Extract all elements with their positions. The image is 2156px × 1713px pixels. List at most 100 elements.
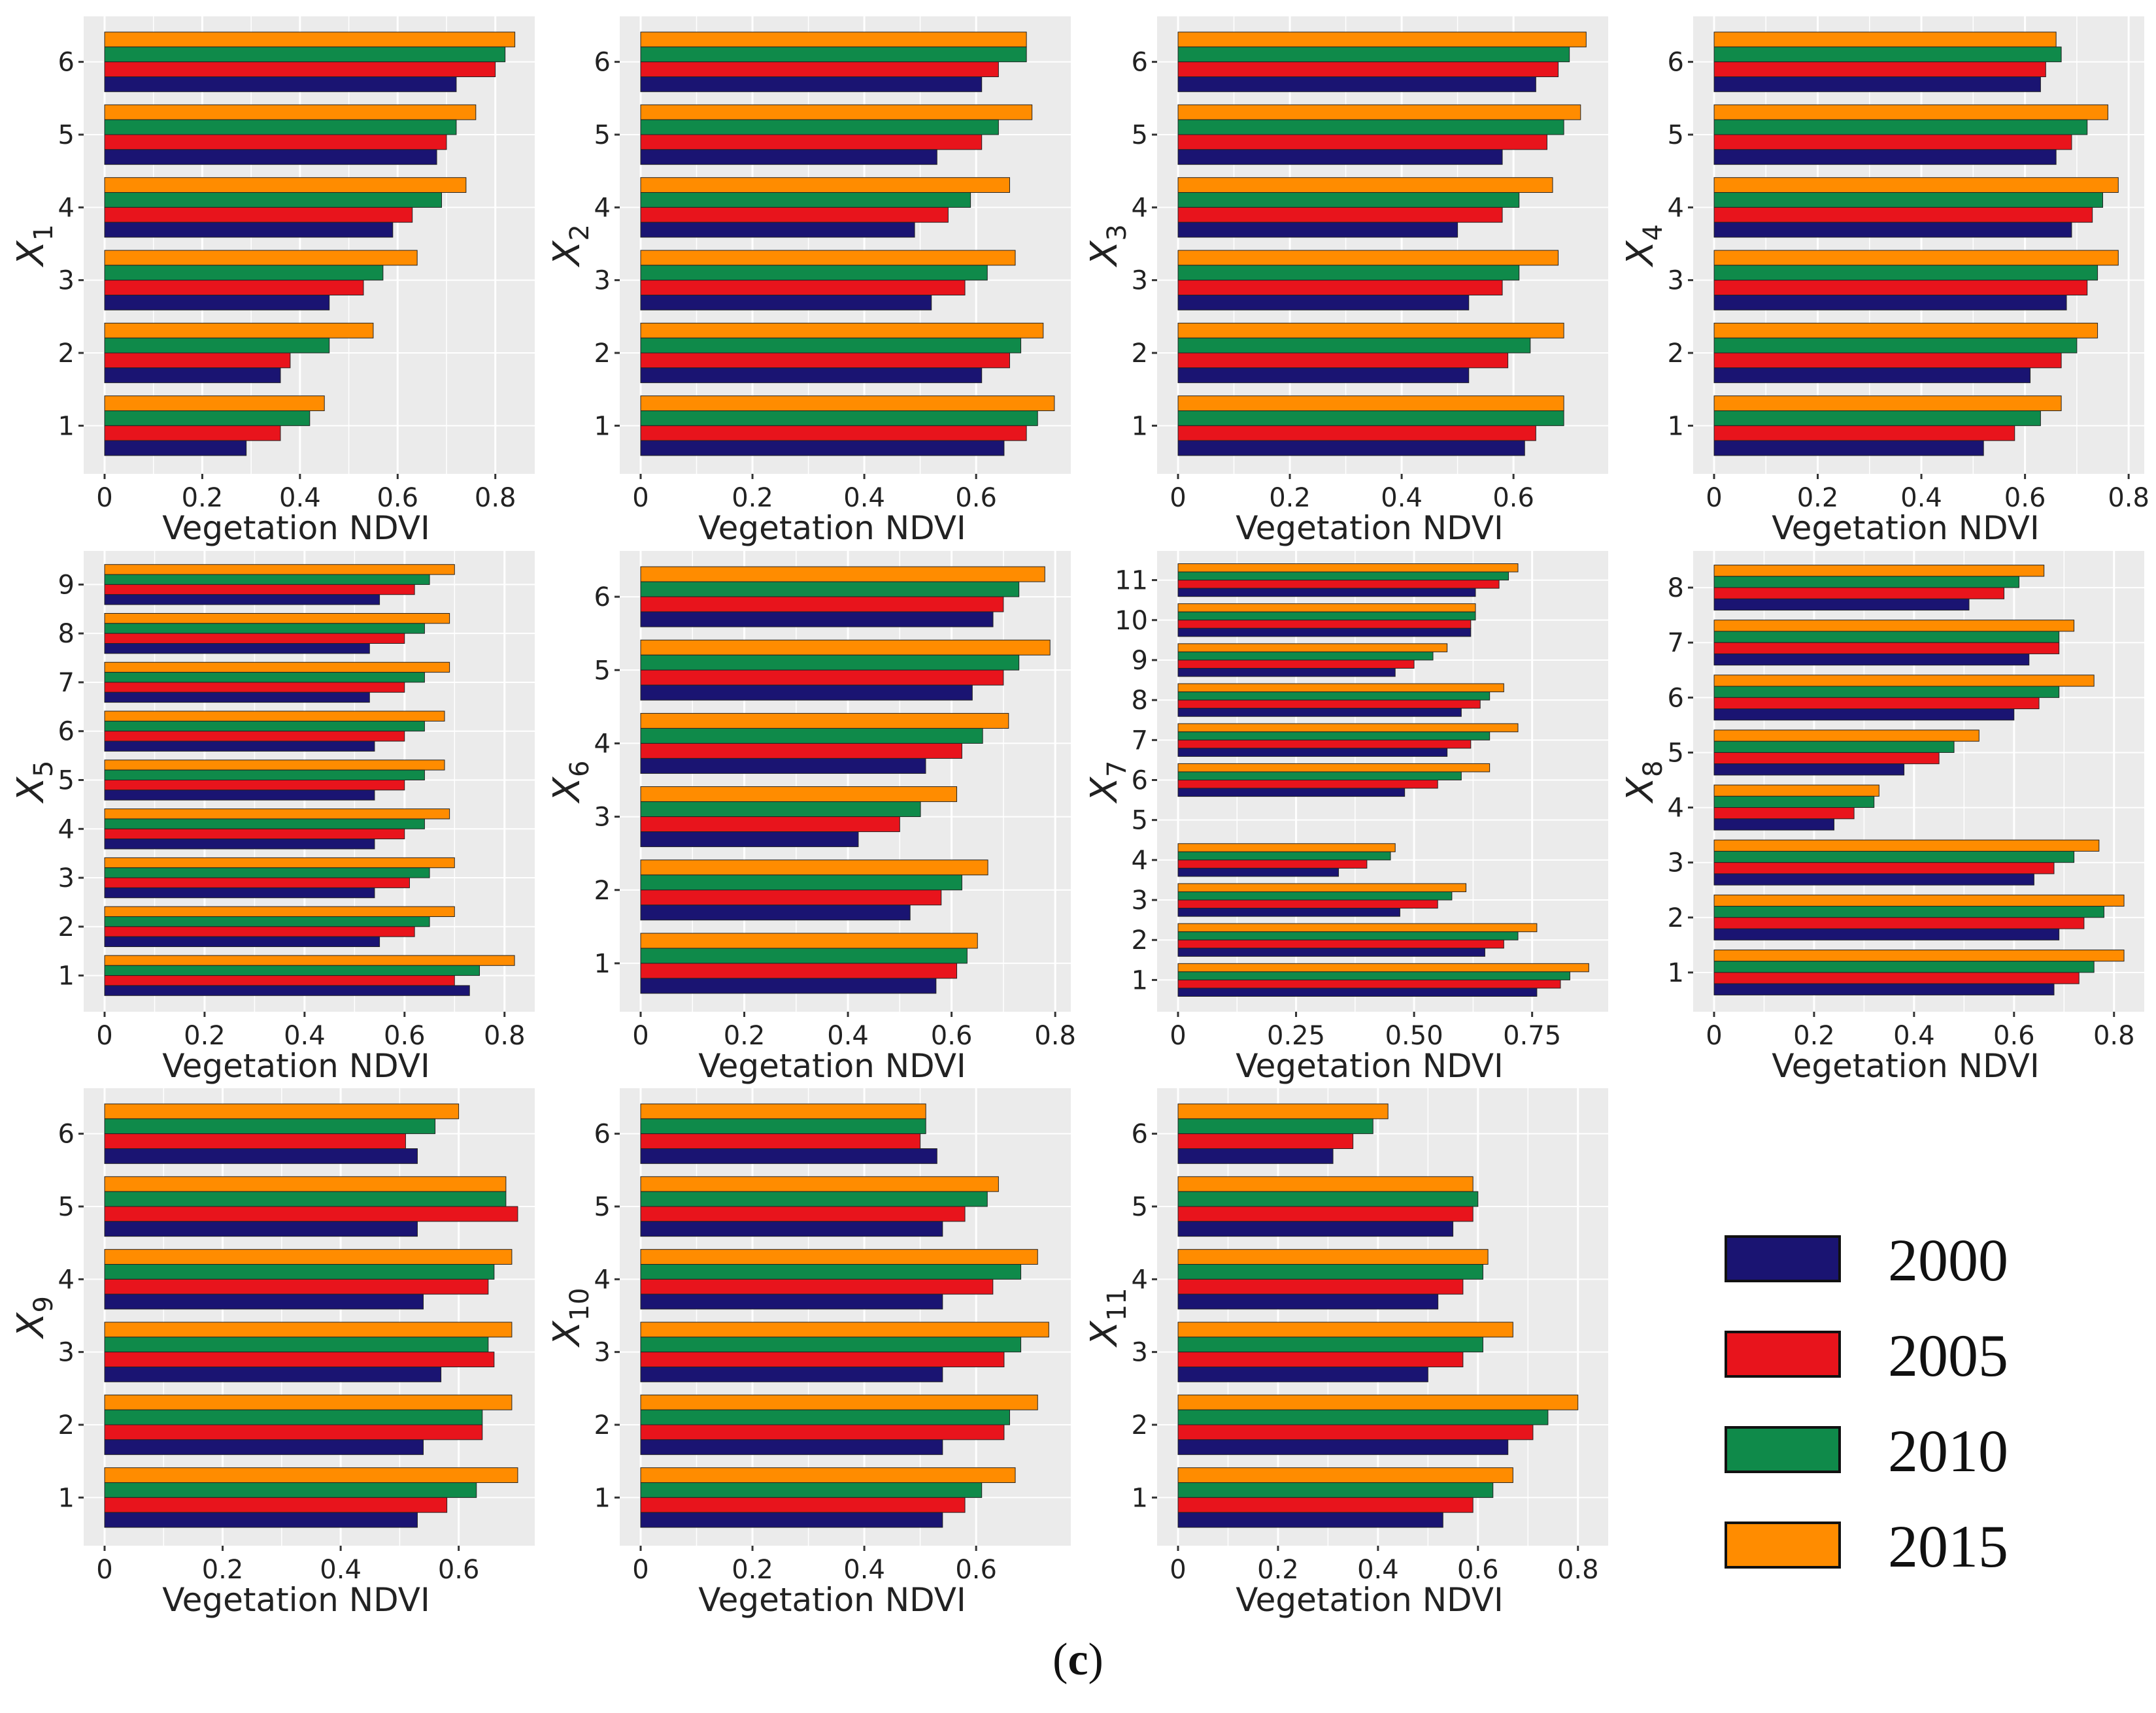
panel-label-letter: c bbox=[1068, 1635, 1088, 1685]
bar-x5-cat3-2010 bbox=[104, 867, 430, 878]
y-tick-label: 5 bbox=[1132, 806, 1148, 836]
bar-x6-cat2-2005 bbox=[640, 890, 942, 906]
bar-x8-cat2-2015 bbox=[1713, 894, 2125, 907]
y-tick-label: 3 bbox=[1132, 266, 1148, 296]
bar-x4-cat2-2005 bbox=[1713, 352, 2062, 369]
y-tick-label: 6 bbox=[58, 717, 75, 747]
bar-x3-cat6-2010 bbox=[1177, 46, 1570, 63]
y-tick-label: 4 bbox=[594, 1265, 611, 1295]
bar-x1-cat3-2015 bbox=[104, 250, 418, 266]
bar-x3-cat1-2010 bbox=[1177, 410, 1564, 426]
bar-x9-cat4-2005 bbox=[104, 1278, 489, 1295]
y-axis-label-base: X bbox=[1619, 240, 1662, 268]
bar-x11-cat5-2000 bbox=[1177, 1221, 1454, 1237]
bar-x1-cat2-2000 bbox=[104, 367, 281, 384]
bar-x3-cat4-2015 bbox=[1177, 177, 1553, 193]
y-tick-label: 6 bbox=[1132, 1120, 1148, 1150]
y-tick-label: 5 bbox=[1132, 1192, 1148, 1222]
legend-swatch-2015 bbox=[1725, 1522, 1841, 1569]
bar-x5-cat9-2010 bbox=[104, 574, 430, 585]
y-tick-label: 2 bbox=[58, 912, 75, 942]
y-tick-label: 7 bbox=[1132, 725, 1148, 756]
x-tick-label: 0 bbox=[1706, 1021, 1722, 1051]
y-axis-label-subscript: 10 bbox=[565, 1288, 595, 1321]
bar-x11-cat6-2010 bbox=[1177, 1118, 1373, 1135]
y-axis-label: X9 bbox=[10, 1296, 59, 1340]
y-tick-label: 6 bbox=[594, 582, 611, 612]
x-tick-label: 0.2 bbox=[202, 1555, 244, 1585]
bar-x7-cat1-2005 bbox=[1177, 979, 1561, 989]
bar-x4-cat5-2010 bbox=[1713, 119, 2088, 135]
y-tick-label: 5 bbox=[58, 766, 75, 796]
y-tick-label: 5 bbox=[1668, 120, 1684, 150]
figure-panel-label: (c) bbox=[0, 1634, 2156, 1686]
bar-x7-cat9-2005 bbox=[1177, 659, 1415, 669]
x-tick-label: 0.4 bbox=[1357, 1555, 1399, 1585]
y-tick-label: 4 bbox=[58, 193, 75, 223]
bar-x5-cat5-2010 bbox=[104, 769, 425, 780]
bar-x1-cat2-2005 bbox=[104, 352, 291, 369]
bar-x3-cat3-2015 bbox=[1177, 250, 1559, 266]
y-axis-label: X1 bbox=[10, 224, 59, 268]
bar-x8-cat3-2010 bbox=[1713, 850, 2075, 863]
bar-x3-cat2-2000 bbox=[1177, 367, 1470, 384]
bar-x5-cat9-2005 bbox=[104, 584, 415, 595]
bar-x7-cat10-2005 bbox=[1177, 620, 1472, 629]
bar-x5-cat3-2015 bbox=[104, 857, 455, 869]
bar-x2-cat4-2000 bbox=[640, 222, 915, 238]
bar-x5-cat3-2005 bbox=[104, 877, 410, 888]
bar-x5-cat4-2000 bbox=[104, 839, 375, 850]
bar-x6-cat2-2010 bbox=[640, 874, 962, 891]
bar-x1-cat2-2015 bbox=[104, 322, 374, 339]
legend-swatch-2010 bbox=[1725, 1426, 1841, 1473]
bar-x2-cat5-2015 bbox=[640, 104, 1033, 120]
bar-x1-cat4-2015 bbox=[104, 177, 467, 193]
y-tick-label: 1 bbox=[594, 1483, 611, 1513]
x-axis-label: Vegetation NDVI bbox=[1772, 509, 2039, 547]
bar-x6-cat1-2010 bbox=[640, 948, 968, 964]
bar-x11-cat2-2000 bbox=[1177, 1439, 1509, 1455]
bar-x4-cat3-2005 bbox=[1713, 280, 2088, 295]
bar-x5-cat7-2000 bbox=[104, 691, 370, 703]
bar-x11-cat6-2000 bbox=[1177, 1148, 1334, 1164]
bar-x8-cat5-2015 bbox=[1713, 729, 1979, 742]
y-axis-label-base: X bbox=[1083, 1320, 1126, 1348]
bar-x3-cat3-2000 bbox=[1177, 294, 1470, 310]
bar-x1-cat1-2000 bbox=[104, 440, 247, 456]
bar-x5-cat8-2005 bbox=[104, 633, 405, 644]
y-axis-label-base: X bbox=[1083, 240, 1126, 268]
bar-x11-cat4-2010 bbox=[1177, 1264, 1483, 1280]
y-axis-label: X8 bbox=[1619, 761, 1668, 805]
bar-x8-cat2-2010 bbox=[1713, 906, 2104, 918]
y-tick-label: 6 bbox=[1668, 683, 1684, 713]
bar-x7-cat6-2005 bbox=[1177, 780, 1438, 789]
y-tick-label: 5 bbox=[594, 1192, 611, 1222]
y-axis-label-subscript: 11 bbox=[1102, 1288, 1132, 1321]
bar-x5-cat1-2015 bbox=[104, 955, 515, 966]
bar-x1-cat1-2015 bbox=[104, 395, 325, 412]
y-tick-label: 1 bbox=[1132, 965, 1148, 995]
bar-x6-cat3-2015 bbox=[640, 786, 958, 803]
bar-x2-cat2-2015 bbox=[640, 322, 1044, 339]
y-tick-label: 4 bbox=[1668, 193, 1684, 223]
bar-x7-cat6-2000 bbox=[1177, 788, 1406, 797]
x-tick-label: 0.4 bbox=[1893, 1021, 1935, 1051]
bar-x8-cat8-2005 bbox=[1713, 587, 2005, 599]
y-tick-label: 9 bbox=[58, 570, 75, 600]
x-tick-label: 0.4 bbox=[843, 1555, 885, 1585]
bar-x5-cat1-2010 bbox=[104, 965, 480, 976]
legend-item-2015: 2015 bbox=[1719, 1507, 2085, 1586]
bar-x5-cat1-2005 bbox=[104, 975, 455, 986]
y-tick-label: 6 bbox=[58, 48, 75, 78]
y-tick-label: 5 bbox=[58, 120, 75, 150]
y-tick-label: 2 bbox=[1132, 1410, 1148, 1440]
bar-x9-cat6-2000 bbox=[104, 1148, 418, 1164]
y-axis-label-base: X bbox=[1083, 776, 1126, 804]
bar-x5-cat5-2000 bbox=[104, 790, 375, 801]
y-axis-label: X7 bbox=[1083, 761, 1132, 805]
bar-x7-cat2-2010 bbox=[1177, 931, 1519, 940]
